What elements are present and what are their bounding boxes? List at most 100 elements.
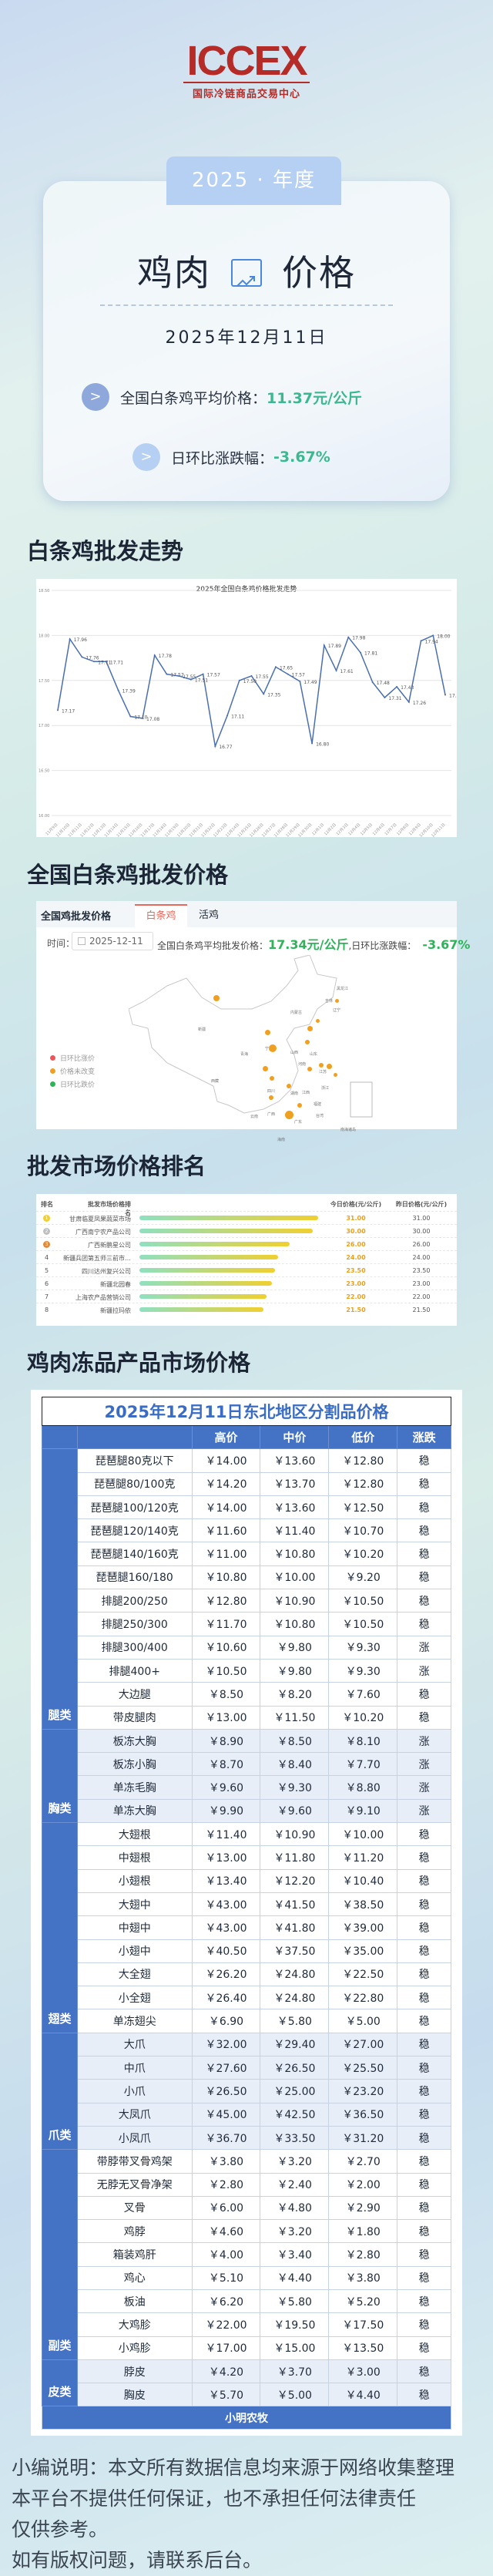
price-marker[interactable] — [307, 1025, 313, 1031]
high-price: ￥3.80 — [191, 2149, 261, 2174]
legend-dot-icon — [50, 1081, 55, 1087]
price-marker[interactable] — [287, 1084, 291, 1088]
mid-price: ￥5.00 — [260, 2383, 330, 2407]
price-marker[interactable] — [270, 1076, 274, 1081]
price-marker[interactable] — [297, 1103, 302, 1108]
low-price: ￥9.20 — [328, 1565, 398, 1590]
table-row: 小爪 ￥26.50 ￥25.00 ￥23.20 稳 — [42, 2079, 451, 2104]
price-marker[interactable] — [213, 995, 220, 1001]
y-tick-label: 16.50 — [39, 769, 49, 774]
low-price: ￥4.40 — [328, 2383, 398, 2407]
low-price: ￥13.50 — [328, 2336, 398, 2360]
market-name: 广西新鹏星公司 — [88, 1242, 131, 1249]
yesterday-price: 26.00 — [412, 1241, 431, 1248]
high-price: ￥4.60 — [191, 2219, 261, 2244]
data-label: 17.11 — [231, 714, 244, 719]
high-price: ￥8.50 — [191, 1682, 261, 1707]
today-price: 24.00 — [346, 1254, 366, 1261]
panel-summary: 全国白条鸡平均批发价格：17.34元/公斤,日环比涨跌幅： -3.67% — [157, 934, 470, 953]
market-name: 甘肃临夏凤果蔬菜市场 — [69, 1216, 131, 1222]
tab-white-chicken[interactable]: 白条鸡 — [135, 904, 187, 927]
today-price: 30.00 — [346, 1228, 366, 1235]
province-label: 浙江 — [321, 1086, 330, 1091]
data-label: 17.57 — [292, 673, 305, 678]
product-name: 小翅中 — [76, 1939, 193, 1963]
category-cell: 腿类 — [42, 1448, 78, 1730]
data-label: 16.80 — [316, 742, 329, 748]
trend: 稳 — [397, 2219, 451, 2244]
legend-item[interactable]: 日环比涨价 — [50, 1051, 95, 1064]
today-price: 23.00 — [346, 1280, 366, 1287]
price-marker[interactable] — [305, 1040, 310, 1044]
product-name: 大凤爪 — [76, 2102, 193, 2127]
table-row: 板油 ￥6.20 ￥5.80 ￥5.20 稳 — [42, 2288, 451, 2314]
date-picker[interactable]: 2025-12-11 — [72, 932, 153, 950]
trend: 稳 — [397, 1542, 451, 1566]
product-name: 胸皮 — [76, 2383, 193, 2407]
price-marker[interactable] — [284, 1110, 293, 1119]
trend: 涨 — [397, 1658, 451, 1683]
high-price: ￥5.10 — [191, 2265, 261, 2290]
product-name: 带脖带叉骨鸡架 — [76, 2149, 193, 2174]
data-label: 17.71 — [98, 660, 111, 665]
table-row: 副类 带脖带叉骨鸡架 ￥3.80 ￥3.20 ￥2.70 稳 — [42, 2149, 451, 2360]
data-label: 17.57 — [170, 673, 183, 678]
high-price: ￥40.50 — [191, 1939, 261, 1963]
high-price: ￥27.60 — [191, 2056, 261, 2080]
table-row: 胸皮 ￥5.70 ￥5.00 ￥4.40 稳 — [42, 2383, 451, 2407]
product-name: 小全翅 — [76, 1986, 193, 2010]
province-label: 台湾 — [316, 1114, 324, 1118]
table-row: 鸡脖 ￥4.60 ￥3.20 ￥1.80 稳 — [42, 2219, 451, 2244]
trend: 稳 — [397, 1448, 451, 1473]
tab-live-chicken[interactable]: 活鸡 — [198, 910, 219, 921]
disclaimer-line: 小编说明：本文所有数据信息均来源于网络收集整理 — [12, 2457, 455, 2479]
price-marker[interactable] — [334, 998, 339, 1003]
province-label: 四川 — [267, 1089, 276, 1094]
data-point — [396, 685, 398, 688]
data-label: 17.17 — [62, 708, 75, 714]
province-label: 福建 — [314, 1102, 322, 1107]
product-name: 叉骨 — [76, 2195, 193, 2221]
product-name: 单冻翅尖 — [76, 2009, 193, 2033]
trend: 稳 — [397, 1939, 451, 1963]
data-label: 17.94 — [425, 639, 438, 644]
mid-price: ￥29.40 — [260, 2032, 330, 2057]
price-marker[interactable] — [262, 1065, 268, 1071]
price-marker[interactable] — [326, 1063, 332, 1069]
high-price: ￥26.40 — [191, 1986, 261, 2010]
price-marker[interactable] — [269, 1044, 277, 1052]
product-name: 箱装鸡肝 — [76, 2242, 193, 2267]
legend-item[interactable]: 日环比跌价 — [50, 1078, 95, 1091]
high-price: ￥6.90 — [191, 2009, 261, 2033]
price-marker[interactable] — [319, 1063, 324, 1068]
data-point — [238, 679, 240, 681]
medal-icon: 3 — [43, 1241, 50, 1248]
page-title: 鸡肉 价格 — [43, 245, 450, 296]
price-marker[interactable] — [315, 1018, 320, 1023]
mid-price: ￥33.50 — [260, 2125, 330, 2151]
disclaimer: 小编说明：本文所有数据信息均来源于网络收集整理 本平台不提供任何保证，也不承担任何… — [12, 2453, 485, 2576]
low-price: ￥10.50 — [328, 1589, 398, 1613]
data-point — [178, 674, 180, 677]
price-bar — [139, 1255, 278, 1259]
price-marker[interactable] — [307, 1067, 312, 1071]
y-tick-label: 16.00 — [39, 814, 49, 819]
price-marker[interactable] — [269, 1095, 273, 1100]
data-label: 17.43 — [401, 685, 414, 691]
trend: 稳 — [397, 1495, 451, 1520]
category-cell: 翅类 — [42, 1822, 78, 2033]
product-name: 琵琶腿140/160克 — [76, 1542, 193, 1566]
province-label: 江西 — [302, 1091, 310, 1095]
iccex-logo: ICCEX 国际冷链商品交易中心 — [0, 40, 493, 100]
data-point — [153, 654, 156, 657]
column-header: 涨跌 — [397, 1424, 451, 1450]
section-heading-national: 全国白条鸡批发价格 — [27, 862, 229, 888]
data-label: 17.35 — [267, 692, 280, 698]
table-row: 中翅根 ￥13.00 ￥11.80 ￥11.20 稳 — [42, 1845, 451, 1870]
column-header — [76, 1424, 193, 1450]
legend-item[interactable]: 价格未改变 — [50, 1064, 95, 1078]
price-marker[interactable] — [264, 1029, 270, 1035]
chevron-right-icon: > — [82, 383, 109, 411]
price-marker[interactable] — [333, 1072, 337, 1077]
chevron-right-icon: > — [132, 443, 160, 471]
